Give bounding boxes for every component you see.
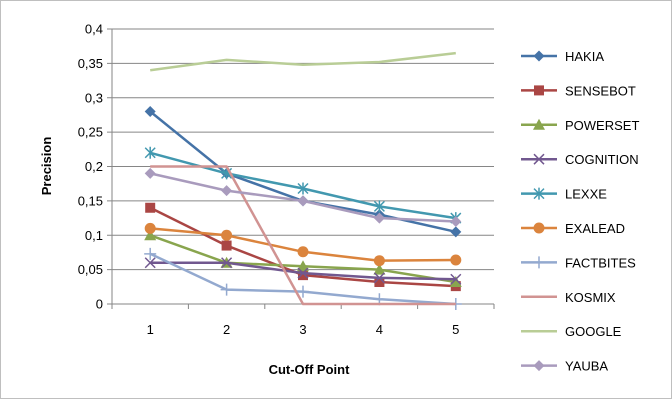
legend-item: GOOGLE <box>521 324 622 339</box>
data-point <box>373 263 386 275</box>
legend-item: KOSMIX <box>521 290 616 305</box>
series-lexxe <box>144 146 462 225</box>
x-tick-label: 2 <box>223 322 230 337</box>
y-tick-label: 0,3 <box>85 90 103 105</box>
legend-item: FACTBITES <box>521 255 636 270</box>
data-point <box>144 257 156 269</box>
data-point <box>533 118 545 130</box>
x-tick-label: 5 <box>452 322 459 337</box>
x-tick-labels: 1 2 3 4 5 <box>147 322 460 337</box>
series-group <box>144 51 462 310</box>
series-line <box>150 51 456 72</box>
legend-item: LEXXE <box>521 187 607 202</box>
data-point <box>144 106 156 117</box>
data-point <box>144 247 157 260</box>
data-point <box>144 146 156 159</box>
data-point <box>533 153 545 165</box>
y-tick-label: 0,35 <box>78 56 103 71</box>
legend-label: YAUBA <box>565 359 608 374</box>
data-point <box>297 246 309 258</box>
data-point <box>144 167 156 179</box>
y-tick-labels: 0 0,05 0,1 0,15 0,2 0,25 0,3 0,35 0,4 <box>78 22 103 312</box>
legend-item: COGNITION <box>521 152 639 167</box>
series-google <box>150 51 456 72</box>
data-point <box>144 229 157 241</box>
y-tick-label: 0,25 <box>78 125 103 140</box>
legend-item: YAUBA <box>521 359 608 374</box>
series-line <box>149 110 457 234</box>
y-tick-label: 0,4 <box>85 22 103 37</box>
x-tick-label: 1 <box>147 322 154 337</box>
legend-item: SENSEBOT <box>521 83 636 98</box>
series-cognition <box>144 257 462 285</box>
series-kosmix <box>150 165 456 306</box>
y-tick-label: 0,1 <box>85 228 103 243</box>
x-tick-label: 3 <box>299 322 306 337</box>
data-point <box>533 256 545 269</box>
data-point <box>297 285 309 298</box>
data-point <box>297 195 309 207</box>
y-tick-label: 0,05 <box>78 262 103 277</box>
legend-label: KOSMIX <box>565 290 616 305</box>
legend-label: HAKIA <box>565 49 604 64</box>
series-yauba <box>144 167 462 227</box>
data-point <box>297 267 309 279</box>
y-tick-label: 0,15 <box>78 193 103 208</box>
data-point <box>450 216 462 227</box>
y-tick-label: 0,2 <box>85 159 103 174</box>
data-point <box>449 276 462 287</box>
legend-item: HAKIA <box>521 49 604 64</box>
data-point <box>533 50 545 62</box>
data-point <box>221 240 232 251</box>
data-point <box>145 202 156 213</box>
y-axis-title: Precision <box>39 137 54 196</box>
data-point <box>220 283 233 296</box>
legend-label: POWERSET <box>565 118 639 133</box>
series-hakia <box>144 106 462 238</box>
legend-label: SENSEBOT <box>565 83 636 98</box>
x-axis-title: Cut-Off Point <box>269 362 351 377</box>
data-point <box>374 277 385 287</box>
legend-label: COGNITION <box>565 152 639 167</box>
data-point <box>144 222 156 234</box>
data-point <box>450 226 462 238</box>
data-point <box>221 185 233 197</box>
legend-item: POWERSET <box>521 118 639 133</box>
legend-label: FACTBITES <box>565 255 636 270</box>
data-point <box>373 212 385 224</box>
series-exalead <box>144 222 462 267</box>
data-point <box>533 222 545 234</box>
data-point <box>450 254 462 266</box>
data-point <box>297 260 309 272</box>
legend-label: LEXXE <box>565 187 607 202</box>
data-point <box>533 187 545 200</box>
legend-label: GOOGLE <box>565 324 622 339</box>
data-point <box>373 272 385 284</box>
data-point <box>298 270 308 281</box>
data-point <box>533 360 545 372</box>
data-point <box>221 257 233 269</box>
data-point <box>297 182 309 195</box>
legend: HAKIA SENSEBOT POWERSET COGNITION LEXXE EXALE… <box>521 49 639 374</box>
y-tick-label: 0 <box>96 297 103 312</box>
data-point <box>450 273 462 285</box>
data-point <box>373 200 385 213</box>
x-tick-label: 4 <box>376 322 383 337</box>
data-point <box>221 229 233 241</box>
legend-label: EXALEAD <box>565 221 625 236</box>
data-point <box>373 255 385 267</box>
data-point <box>534 85 544 96</box>
legend-item: EXALEAD <box>521 221 625 236</box>
series-line <box>150 165 456 306</box>
